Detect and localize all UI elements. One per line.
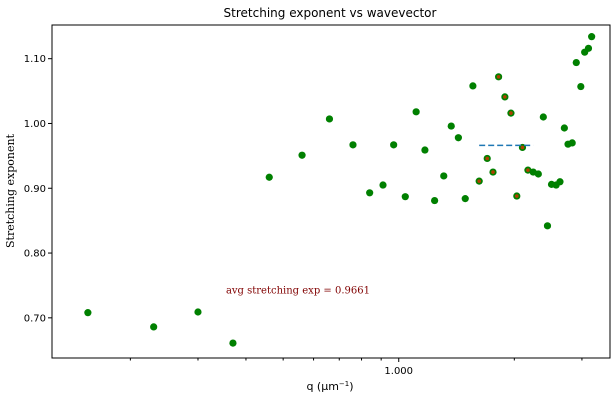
data-point [325, 115, 334, 123]
data-point [577, 82, 585, 91]
data-point [584, 44, 593, 52]
data-point [543, 222, 552, 230]
y-axis-ticks: 0.70 0.80 0.90 1.00 1.10 [24, 54, 52, 324]
data-point [534, 170, 542, 178]
x-axis-label: q (μm−1) [306, 380, 353, 393]
data-point [349, 141, 357, 149]
x-axis-label-main: q (μm [306, 380, 338, 393]
data-point [150, 323, 158, 331]
data-point [412, 108, 420, 116]
data-point [401, 193, 409, 201]
averaged-point-marker [477, 179, 481, 183]
averaged-point-marker [515, 194, 519, 198]
data-point [84, 309, 92, 317]
y-axis-label: Stretching exponent [4, 133, 17, 248]
y-tick-label: 0.80 [24, 249, 46, 260]
data-point [229, 339, 237, 347]
data-point [572, 58, 580, 67]
averaged-point-marker [509, 111, 513, 115]
data-point [568, 139, 576, 147]
data-point [556, 178, 564, 186]
average-annotation: avg stretching exp = 0.9661 [226, 286, 370, 297]
data-point [560, 124, 568, 132]
averaged-point-marker [491, 170, 495, 174]
data-point [447, 122, 455, 130]
x-tick-label: 1.000 [384, 366, 413, 377]
averaged-point-marker [485, 156, 490, 161]
data-point [366, 189, 374, 197]
data-point [298, 151, 306, 159]
data-point [461, 195, 469, 203]
data-point [440, 172, 448, 180]
data-point [454, 134, 462, 142]
x-axis-label-superscript: −1 [339, 380, 349, 388]
data-point [379, 181, 387, 189]
data-points [84, 33, 596, 347]
y-tick-label: 1.10 [24, 54, 46, 65]
data-point [588, 33, 596, 41]
averaged-point-marker [520, 145, 525, 150]
data-point [265, 173, 273, 181]
y-tick-label: 0.90 [24, 184, 46, 195]
data-point [390, 141, 398, 149]
y-tick-label: 0.70 [24, 313, 46, 324]
chart-title: Stretching exponent vs wavevector [224, 6, 437, 20]
y-tick-label: 1.00 [24, 119, 46, 130]
plot-frame [51, 24, 611, 359]
data-point [469, 82, 477, 90]
x-axis-ticks: 1.000 [129, 358, 583, 377]
data-point [194, 308, 202, 316]
averaged-point-marker [503, 95, 507, 99]
averaged-point-marker [496, 75, 501, 79]
data-point [421, 146, 429, 154]
data-point [431, 196, 439, 205]
averaged-point-marker [526, 168, 530, 172]
data-point [539, 113, 547, 121]
x-axis-label-tail: ) [349, 380, 353, 393]
